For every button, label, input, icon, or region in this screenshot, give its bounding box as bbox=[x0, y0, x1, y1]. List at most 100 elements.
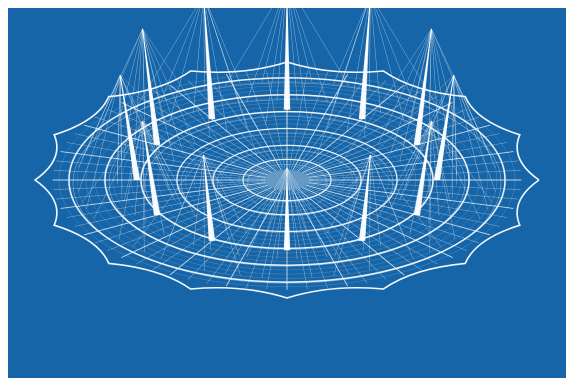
membrane-radial-line bbox=[308, 182, 514, 209]
membrane-radial-line bbox=[56, 160, 266, 179]
support-cable bbox=[371, 8, 381, 114]
support-cable bbox=[123, 28, 143, 158]
membrane-radial-line bbox=[296, 189, 387, 280]
support-cable bbox=[346, 8, 369, 132]
mast-core-line bbox=[416, 121, 432, 216]
blueprint-panel bbox=[8, 8, 566, 378]
support-cable bbox=[78, 74, 121, 192]
mast-core-line bbox=[142, 121, 158, 216]
membrane-radial-line bbox=[306, 133, 500, 176]
support-cable bbox=[346, 74, 454, 181]
support-cable bbox=[246, 167, 288, 258]
membrane-radial-line bbox=[136, 187, 273, 265]
membrane-radial-line bbox=[83, 124, 269, 176]
membrane-radial-line bbox=[121, 186, 272, 259]
membrane-radial-line bbox=[301, 187, 438, 265]
membrane-radial-line bbox=[301, 95, 438, 173]
support-cable bbox=[431, 28, 492, 159]
membrane-radial-line bbox=[206, 189, 280, 284]
support-cable bbox=[453, 74, 488, 210]
membrane-radial-line bbox=[83, 184, 269, 236]
membrane-radial-line bbox=[53, 180, 266, 190]
support-cable bbox=[261, 167, 288, 278]
membrane-radial-line bbox=[296, 80, 387, 171]
support-cable bbox=[316, 8, 367, 156]
support-cable bbox=[169, 8, 201, 123]
membrane-radial-line bbox=[304, 185, 480, 244]
support-cable bbox=[134, 28, 143, 145]
support-cable bbox=[142, 121, 145, 253]
support-cable bbox=[276, 8, 286, 101]
membrane-radial-line bbox=[152, 89, 275, 172]
membrane-radial-line bbox=[297, 188, 405, 276]
support-cable bbox=[453, 74, 496, 169]
membrane-radial-line bbox=[302, 186, 453, 259]
support-cable bbox=[203, 154, 228, 229]
support-cable bbox=[203, 154, 240, 257]
support-cable bbox=[301, 8, 350, 87]
support-cable bbox=[334, 154, 371, 257]
support-cable bbox=[193, 154, 204, 247]
membrane-radial-line bbox=[299, 89, 422, 172]
membrane-radial-line bbox=[56, 181, 266, 200]
support-cable bbox=[390, 121, 432, 209]
membrane-radial-line bbox=[187, 80, 278, 171]
support-cable bbox=[193, 8, 203, 114]
mast-core-line bbox=[119, 74, 138, 181]
support-cable bbox=[375, 8, 414, 102]
membrane-radial-line bbox=[292, 73, 349, 171]
support-cable bbox=[378, 120, 432, 217]
support-cable bbox=[428, 28, 432, 137]
mast-core-line bbox=[142, 28, 158, 145]
membrane-radial-line bbox=[308, 180, 521, 190]
support-cable bbox=[286, 167, 313, 278]
membrane-radial-line bbox=[290, 71, 328, 170]
membrane-radial-line bbox=[66, 183, 267, 218]
support-cable bbox=[431, 121, 456, 240]
mast-core-line bbox=[416, 28, 432, 145]
support-cable bbox=[286, 167, 298, 260]
support-cable bbox=[364, 8, 371, 138]
support-cable bbox=[132, 154, 204, 247]
support-cable bbox=[429, 121, 432, 253]
membrane-radial-line bbox=[308, 170, 521, 180]
support-cable bbox=[390, 28, 432, 152]
membrane-outer-edge bbox=[33, 61, 540, 299]
support-cable bbox=[338, 28, 432, 167]
support-cable bbox=[82, 120, 143, 202]
support-cable bbox=[286, 167, 309, 236]
support-cable bbox=[207, 8, 258, 156]
support-cable bbox=[205, 8, 228, 132]
support-cable bbox=[119, 74, 123, 162]
support-cable bbox=[224, 167, 288, 275]
support-cable bbox=[399, 121, 432, 200]
support-cable bbox=[293, 8, 313, 83]
membrane-radial-line bbox=[266, 190, 286, 290]
support-cable bbox=[134, 121, 143, 216]
support-cables bbox=[78, 8, 496, 278]
membrane-radial-line bbox=[294, 76, 368, 171]
support-cable bbox=[265, 167, 288, 236]
support-cable bbox=[142, 121, 184, 209]
mast bbox=[204, 8, 216, 120]
membrane-radial-line bbox=[60, 151, 266, 178]
mast bbox=[413, 28, 432, 145]
support-cable bbox=[203, 8, 210, 138]
mast bbox=[120, 75, 141, 180]
membrane-radial-line bbox=[94, 116, 270, 175]
membrane-radial-line bbox=[121, 101, 272, 174]
support-cable bbox=[82, 28, 143, 159]
support-cable bbox=[93, 121, 143, 219]
membrane-radial-line bbox=[306, 184, 500, 227]
support-cable bbox=[373, 8, 405, 123]
membrane-radial-line bbox=[297, 84, 405, 172]
mast-core-line bbox=[436, 74, 455, 181]
support-cable bbox=[290, 8, 309, 125]
membrane-radial-line bbox=[303, 109, 467, 174]
membrane-radial-line bbox=[74, 184, 268, 227]
membrane-radial-line bbox=[288, 190, 308, 290]
membrane-radial-line bbox=[292, 189, 349, 287]
support-cable bbox=[142, 28, 236, 167]
mast bbox=[358, 154, 371, 241]
